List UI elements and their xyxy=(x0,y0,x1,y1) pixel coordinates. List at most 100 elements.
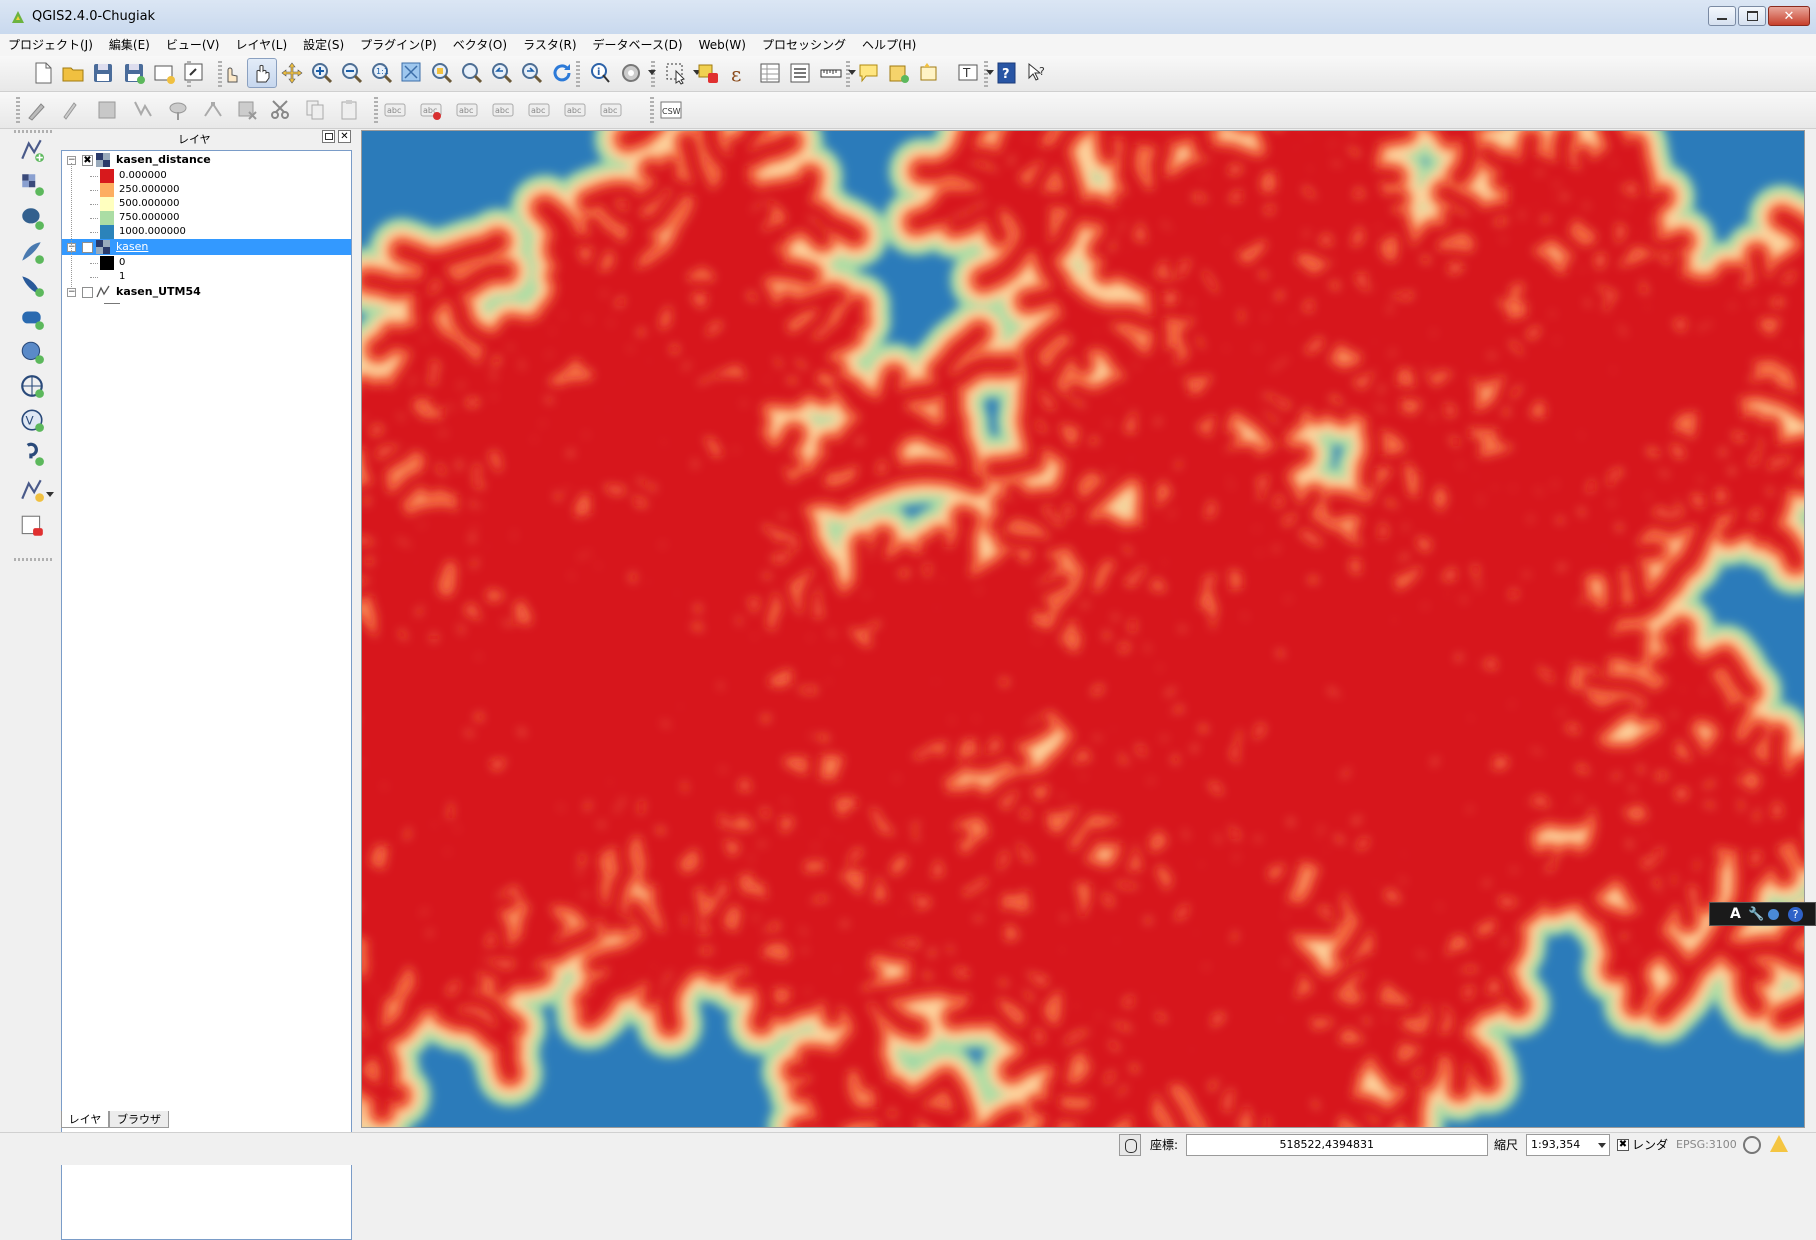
crs-status[interactable]: EPSG:3100 xyxy=(1676,1136,1737,1154)
render-checkbox[interactable]: ✖ xyxy=(1617,1139,1629,1151)
map-tips-button[interactable] xyxy=(854,58,884,88)
move-label-button[interactable]: abc xyxy=(524,95,554,125)
zoom-last-button[interactable] xyxy=(487,58,517,88)
menu-processing[interactable]: プロセッシング xyxy=(754,34,854,56)
touch-zoom-button[interactable] xyxy=(216,58,246,88)
layer-visibility-checkbox[interactable]: ✖ xyxy=(82,155,93,166)
whats-this-button[interactable]: ? xyxy=(1022,58,1052,88)
add-wms-layer-button[interactable] xyxy=(16,336,48,368)
identify-button[interactable]: i xyxy=(586,58,616,88)
chevron-down-icon[interactable] xyxy=(46,492,54,497)
toggle-editing-button[interactable] xyxy=(56,95,86,125)
menu-view[interactable]: ビュー(V) xyxy=(158,34,228,56)
coordinate-field[interactable]: 518522,4394831 xyxy=(1186,1134,1488,1156)
select-features-button[interactable] xyxy=(661,58,691,88)
composer-manager-button[interactable] xyxy=(179,58,209,88)
zoom-out-button[interactable] xyxy=(337,58,367,88)
floating-label-toolbar[interactable]: A 🔧 ? xyxy=(1709,902,1816,926)
menu-database[interactable]: データベース(D) xyxy=(585,34,691,56)
close-panel-button[interactable]: ✕ xyxy=(338,130,351,143)
scale-combobox[interactable]: 1:93,354 xyxy=(1526,1134,1610,1156)
menu-web[interactable]: Web(W) xyxy=(691,34,754,56)
new-bookmark-button[interactable] xyxy=(884,58,914,88)
statistics-button[interactable] xyxy=(785,58,815,88)
toolbar-grip[interactable] xyxy=(218,61,222,87)
open-project-button[interactable] xyxy=(58,58,88,88)
save-as-button[interactable] xyxy=(119,58,149,88)
layer-item-kasen-distance[interactable]: − ✖ kasen_distance xyxy=(62,152,351,168)
chevron-down-icon[interactable] xyxy=(986,70,994,75)
layer-labeling-button[interactable]: abc xyxy=(416,95,446,125)
add-wcs-layer-button[interactable] xyxy=(16,370,48,402)
toolbar-grip[interactable] xyxy=(16,97,20,123)
zoom-native-button[interactable]: 1:1 xyxy=(367,58,397,88)
show-hide-labels-button[interactable]: abc xyxy=(488,95,518,125)
layer-tree[interactable]: − ✖ kasen_distance 0.000000 250.000000 500.00… xyxy=(61,150,352,1240)
label-button[interactable]: abc xyxy=(380,95,410,125)
title-bar[interactable]: QGIS2.4.0-Chugiak ✕ xyxy=(0,0,1816,35)
remove-layer-button[interactable] xyxy=(16,510,48,542)
minimize-button[interactable] xyxy=(1708,6,1736,26)
layer-visibility-checkbox[interactable] xyxy=(82,287,93,298)
layer-visibility-checkbox[interactable] xyxy=(82,242,93,253)
save-edits-button[interactable] xyxy=(92,95,122,125)
add-delimited-text-button[interactable] xyxy=(16,438,48,470)
move-feature-button[interactable] xyxy=(163,95,193,125)
menu-layer[interactable]: レイヤ(L) xyxy=(227,34,295,56)
tab-browser[interactable]: ブラウザ xyxy=(109,1111,169,1128)
layer-item-kasen[interactable]: − kasen xyxy=(62,239,351,255)
pan-button[interactable] xyxy=(247,58,277,88)
zoom-to-selection-button[interactable] xyxy=(427,58,457,88)
maximize-button[interactable] xyxy=(1738,6,1766,26)
paste-features-button[interactable] xyxy=(334,95,364,125)
toolbar-grip[interactable] xyxy=(650,97,654,123)
toolbar-grip[interactable] xyxy=(374,97,378,123)
zoom-full-button[interactable] xyxy=(397,58,427,88)
attribute-table-button[interactable] xyxy=(755,58,785,88)
new-project-button[interactable] xyxy=(28,58,58,88)
copy-features-button[interactable] xyxy=(300,95,330,125)
pan-to-selection-button[interactable] xyxy=(277,58,307,88)
map-canvas[interactable] xyxy=(361,130,1805,1128)
float-panel-button[interactable] xyxy=(322,130,335,143)
refresh-button[interactable] xyxy=(547,58,577,88)
measure-button[interactable] xyxy=(816,58,846,88)
menu-project[interactable]: プロジェクト(J) xyxy=(0,34,101,56)
menu-help[interactable]: ヘルプ(H) xyxy=(854,34,924,56)
show-bookmarks-button[interactable] xyxy=(914,58,944,88)
print-composer-button[interactable] xyxy=(149,58,179,88)
projection-icon[interactable] xyxy=(1743,1136,1761,1154)
chevron-down-icon[interactable] xyxy=(693,70,701,75)
deselect-button[interactable] xyxy=(694,58,724,88)
zoom-to-layer-button[interactable] xyxy=(457,58,487,88)
collapse-icon[interactable]: − xyxy=(67,288,76,297)
new-shapefile-button[interactable] xyxy=(16,474,48,506)
add-wfs-layer-button[interactable]: V xyxy=(16,404,48,436)
field-calculator-button[interactable]: ε xyxy=(724,58,754,88)
add-vector-layer-button[interactable] xyxy=(16,134,48,166)
help-button[interactable]: ? xyxy=(992,58,1022,88)
add-mssql-layer-button[interactable] xyxy=(16,269,48,301)
save-project-button[interactable] xyxy=(88,58,118,88)
add-raster-layer-button[interactable] xyxy=(16,168,48,200)
delete-selected-button[interactable] xyxy=(232,95,262,125)
toolbar-grip[interactable] xyxy=(576,61,580,87)
distance-raster-map[interactable] xyxy=(362,131,1805,1128)
toggle-extents-button[interactable] xyxy=(1119,1134,1141,1156)
toolbar-grip[interactable] xyxy=(14,130,52,133)
rotate-label-button[interactable]: abc xyxy=(560,95,590,125)
warning-icon[interactable] xyxy=(1770,1135,1788,1152)
add-postgis-layer-button[interactable] xyxy=(16,202,48,234)
pin-labels-button[interactable]: abc xyxy=(452,95,482,125)
chevron-down-icon[interactable] xyxy=(848,70,856,75)
globe-icon[interactable] xyxy=(1768,909,1779,920)
chevron-down-icon[interactable] xyxy=(648,70,656,75)
add-feature-button[interactable] xyxy=(128,95,158,125)
menu-edit[interactable]: 編集(E) xyxy=(101,34,158,56)
zoom-next-button[interactable] xyxy=(517,58,547,88)
zoom-in-button[interactable] xyxy=(307,58,337,88)
text-format-icon[interactable]: A xyxy=(1730,906,1741,922)
toolbar-grip[interactable] xyxy=(14,558,52,561)
add-spatialite-layer-button[interactable] xyxy=(16,236,48,268)
chevron-down-icon[interactable] xyxy=(1598,1143,1606,1148)
